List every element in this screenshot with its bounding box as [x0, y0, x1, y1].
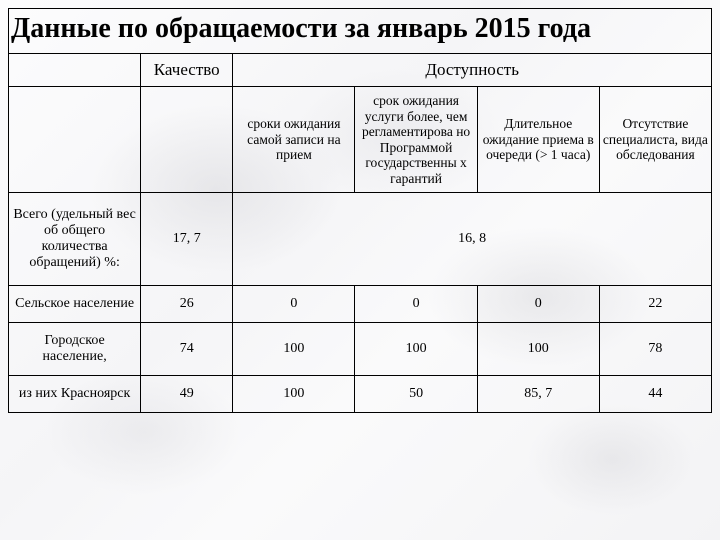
cell-value: 78	[599, 323, 711, 376]
cell-value: 16, 8	[233, 193, 712, 286]
cell-value: 100	[355, 323, 477, 376]
row-label: Сельское население	[9, 286, 141, 323]
cell-value: 17, 7	[141, 193, 233, 286]
table-row: Городское население, 74 100 100 100 78	[9, 323, 712, 376]
table-header-groups: Качество Доступность	[9, 54, 712, 87]
cell-value: 0	[477, 286, 599, 323]
subheader-blank-0	[9, 87, 141, 193]
header-blank	[9, 54, 141, 87]
slide: Данные по обращаемости за январь 2015 го…	[0, 0, 720, 413]
header-availability: Доступность	[233, 54, 712, 87]
table-row: Сельское население 26 0 0 0 22	[9, 286, 712, 323]
subheader-wait-service: срок ожидания услуги более, чем регламен…	[355, 87, 477, 193]
row-label: Всего (удельный вес об общего количества…	[9, 193, 141, 286]
cell-value: 22	[599, 286, 711, 323]
row-label: Городское население,	[9, 323, 141, 376]
row-label: из них Красноярск	[9, 376, 141, 413]
cell-value: 100	[233, 376, 355, 413]
cell-value: 85, 7	[477, 376, 599, 413]
slide-title: Данные по обращаемости за январь 2015 го…	[8, 8, 712, 53]
subheader-wait-appointment: сроки ожидания самой записи на прием	[233, 87, 355, 193]
cell-value: 0	[355, 286, 477, 323]
table-row: Всего (удельный вес об общего количества…	[9, 193, 712, 286]
cell-value: 100	[233, 323, 355, 376]
cell-value: 44	[599, 376, 711, 413]
subheader-blank-1	[141, 87, 233, 193]
table-header-sub: сроки ожидания самой записи на прием сро…	[9, 87, 712, 193]
cell-value: 0	[233, 286, 355, 323]
cell-value: 100	[477, 323, 599, 376]
header-quality: Качество	[141, 54, 233, 87]
data-table: Качество Доступность сроки ожидания само…	[8, 53, 712, 413]
cell-value: 74	[141, 323, 233, 376]
cell-value: 49	[141, 376, 233, 413]
table-row: из них Красноярск 49 100 50 85, 7 44	[9, 376, 712, 413]
subheader-no-specialist: Отсутствие специалиста, вида обследовани…	[599, 87, 711, 193]
subheader-long-queue: Длительное ожидание приема в очереди (> …	[477, 87, 599, 193]
cell-value: 50	[355, 376, 477, 413]
cell-value: 26	[141, 286, 233, 323]
